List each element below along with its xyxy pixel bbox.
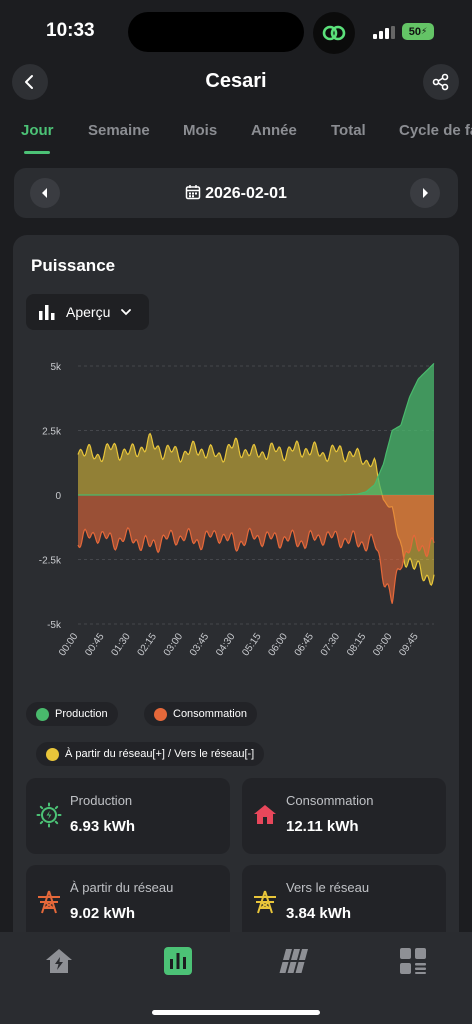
legend-grid-dot bbox=[46, 747, 59, 761]
x-tick-label: 09:45 bbox=[397, 631, 421, 658]
share-button[interactable] bbox=[423, 64, 459, 100]
legend-grid[interactable]: À partir du réseau[+] / Vers le réseau[-… bbox=[36, 742, 265, 766]
dynamic-island bbox=[128, 12, 304, 52]
stat-consumption-label: Consommation bbox=[286, 793, 374, 808]
y-tick-label: -5k bbox=[47, 620, 62, 631]
stat-production-label: Production bbox=[70, 793, 133, 808]
chart-series bbox=[77, 362, 435, 604]
grid-tower-icon bbox=[254, 890, 276, 914]
x-tick-label: 09:00 bbox=[371, 631, 395, 658]
chevron-left-icon bbox=[25, 75, 33, 89]
stat-from-grid: À partir du réseau 9.02 kWh bbox=[26, 865, 230, 941]
tab-jour[interactable]: Jour bbox=[21, 122, 54, 139]
stat-to-grid-value: 3.84 kWh bbox=[286, 905, 352, 922]
active-tab-indicator bbox=[24, 151, 50, 154]
legend-consumption-label: Consommation bbox=[173, 708, 247, 720]
stat-from-grid-label: À partir du réseau bbox=[70, 880, 174, 895]
card-title: Puissance bbox=[31, 256, 116, 275]
series-line-1 bbox=[77, 527, 435, 604]
x-tick-label: 06:45 bbox=[293, 631, 317, 658]
tab-cycle[interactable]: Cycle de fa bbox=[399, 122, 472, 139]
stat-production: Production 6.93 kWh bbox=[26, 778, 230, 854]
battery-icon: 50 ⚡ bbox=[402, 23, 434, 40]
stat-to-grid-label: Vers le réseau bbox=[286, 880, 370, 895]
bottom-navigation bbox=[0, 932, 472, 1024]
x-tick-label: 06:00 bbox=[267, 631, 291, 658]
bar-chart-icon bbox=[39, 305, 55, 320]
previous-day-button[interactable] bbox=[30, 178, 60, 208]
caret-right-icon bbox=[423, 188, 428, 198]
link-app-icon bbox=[313, 12, 355, 54]
stat-consumption: Consommation 12.11 kWh bbox=[242, 778, 446, 854]
x-tick-label: 02:15 bbox=[136, 631, 160, 658]
battery-level: 50 bbox=[408, 25, 421, 38]
view-select[interactable]: Aperçu bbox=[26, 294, 149, 330]
home-indicator bbox=[152, 1010, 320, 1015]
home-icon bbox=[254, 805, 276, 824]
date-label: 2026-02-01 bbox=[205, 185, 287, 202]
series-area-2 bbox=[78, 433, 434, 586]
apps-icon[interactable] bbox=[398, 946, 428, 976]
x-tick-label: 00:45 bbox=[83, 631, 107, 658]
calendar-icon bbox=[185, 185, 201, 200]
power-chart: 5k 2.5k 0 -2.5k -5k 00:00 00:45 01:30 02:15 03:0… bbox=[39, 362, 435, 658]
home-bolt-icon[interactable] bbox=[44, 946, 74, 976]
chevron-down-icon bbox=[121, 309, 132, 316]
tab-total[interactable]: Total bbox=[331, 122, 366, 139]
x-tick-label: 00:00 bbox=[57, 631, 81, 658]
date-display[interactable]: 2026-02-01 bbox=[14, 184, 458, 203]
date-selector: 2026-02-01 bbox=[14, 168, 458, 218]
x-tick-label: 03:45 bbox=[188, 631, 212, 658]
stat-from-grid-value: 9.02 kWh bbox=[70, 905, 136, 922]
series-area-0 bbox=[78, 363, 434, 495]
next-day-button[interactable] bbox=[410, 178, 440, 208]
share-icon bbox=[432, 73, 449, 91]
page-title: Cesari bbox=[205, 70, 267, 92]
bar-chart-icon[interactable] bbox=[163, 946, 193, 976]
tab-mois[interactable]: Mois bbox=[183, 122, 218, 139]
stat-to-grid: Vers le réseau 3.84 kWh bbox=[242, 865, 446, 941]
y-tick-label: 0 bbox=[55, 491, 61, 502]
cellular-signal-icon bbox=[373, 26, 395, 39]
power-card: Puissance Aperçu 5k 2.5k 0 -2.5k -5k 00:00 00… bbox=[13, 235, 459, 955]
stat-production-value: 6.93 kWh bbox=[70, 818, 136, 835]
tab-semaine[interactable]: Semaine bbox=[88, 122, 150, 139]
series-area-1 bbox=[78, 495, 434, 604]
legend-production-label: Production bbox=[55, 708, 108, 720]
status-time: 10:33 bbox=[46, 20, 95, 41]
caret-left-icon bbox=[42, 188, 47, 198]
y-tick-label: 5k bbox=[50, 362, 62, 373]
series-line-2 bbox=[77, 432, 435, 587]
y-axis-ticks: 5k 2.5k 0 -2.5k -5k bbox=[39, 362, 62, 631]
legend-consumption-dot bbox=[154, 707, 167, 721]
x-tick-label: 07:30 bbox=[319, 631, 343, 658]
back-button[interactable] bbox=[12, 64, 48, 100]
x-axis-ticks: 00:00 00:45 01:30 02:15 03:00 03:45 04:30 05:15… bbox=[57, 631, 421, 658]
x-tick-label: 05:15 bbox=[240, 631, 264, 658]
y-tick-label: -2.5k bbox=[39, 556, 62, 567]
period-tabs: Jour Semaine Mois Année Total Cycle de f… bbox=[21, 122, 472, 162]
solar-panel-icon[interactable] bbox=[279, 946, 313, 976]
legend-production[interactable]: Production bbox=[26, 702, 118, 726]
tab-annee[interactable]: Année bbox=[251, 122, 297, 139]
x-tick-label: 04:30 bbox=[214, 631, 238, 658]
solar-icon bbox=[36, 802, 62, 828]
legend-production-dot bbox=[36, 707, 49, 721]
grid-tower-icon bbox=[38, 890, 60, 914]
view-select-value: Aperçu bbox=[66, 304, 111, 320]
series-line-0 bbox=[78, 362, 435, 496]
stat-consumption-value: 12.11 kWh bbox=[286, 818, 359, 835]
y-tick-label: 2.5k bbox=[42, 427, 62, 438]
x-tick-label: 01:30 bbox=[109, 631, 133, 658]
legend-consumption[interactable]: Consommation bbox=[144, 702, 257, 726]
x-tick-label: 03:00 bbox=[162, 631, 186, 658]
x-tick-label: 08:15 bbox=[345, 631, 369, 658]
legend-grid-label: À partir du réseau[+] / Vers le réseau[-… bbox=[65, 748, 255, 760]
